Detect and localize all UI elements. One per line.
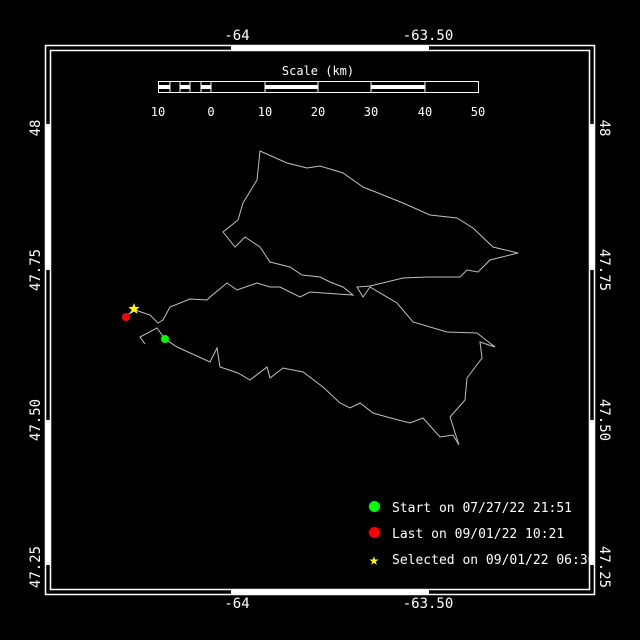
left-axis-label: 48 [28,119,44,137]
legend-start: Start on 07/27/22 21:51 [366,501,572,516]
right-axis-label: 47.25 [596,545,612,589]
bottom-axis-label: -63.50 [402,596,454,612]
left-axis-label: 47.25 [28,545,44,589]
scale-title: Scale (km) [281,64,355,78]
scale-bar [158,81,479,93]
legend-last: Last on 09/01/22 10:21 [366,527,564,542]
legend-selected: ★ Selected on 09/01/22 06:36 [366,552,596,569]
top-axis-label: -63.50 [402,28,454,44]
start-marker[interactable] [161,335,169,343]
star-icon: ★ [368,550,380,570]
selected-star-marker[interactable] [128,303,140,314]
scale-tick: 0 [207,105,215,119]
legend-start-label: Start on 07/27/22 21:51 [392,501,573,516]
vessel-track [125,150,519,446]
left-axis-label: 47.75 [28,248,44,292]
right-axis-label: 47.75 [596,248,612,292]
scale-tick: 10 [257,105,273,119]
legend-last-label: Last on 09/01/22 10:21 [392,527,565,542]
scale-tick: 30 [363,105,379,119]
green-dot-icon [368,501,380,512]
frame-filled-segments [45,45,595,595]
top-axis-label: -64 [224,28,250,44]
right-axis-label: 47.50 [596,398,612,442]
left-axis-label: 47.50 [28,398,44,442]
last-marker[interactable] [122,313,130,321]
scale-tick: 40 [417,105,433,119]
bottom-axis-label: -64 [224,596,250,612]
legend-selected-label: Selected on 09/01/22 06:36 [392,553,596,568]
scale-tick: 10 [150,105,166,119]
scale-tick: 50 [470,105,486,119]
red-dot-icon [368,527,380,538]
scale-tick: 20 [310,105,326,119]
right-axis-label: 48 [596,119,612,137]
